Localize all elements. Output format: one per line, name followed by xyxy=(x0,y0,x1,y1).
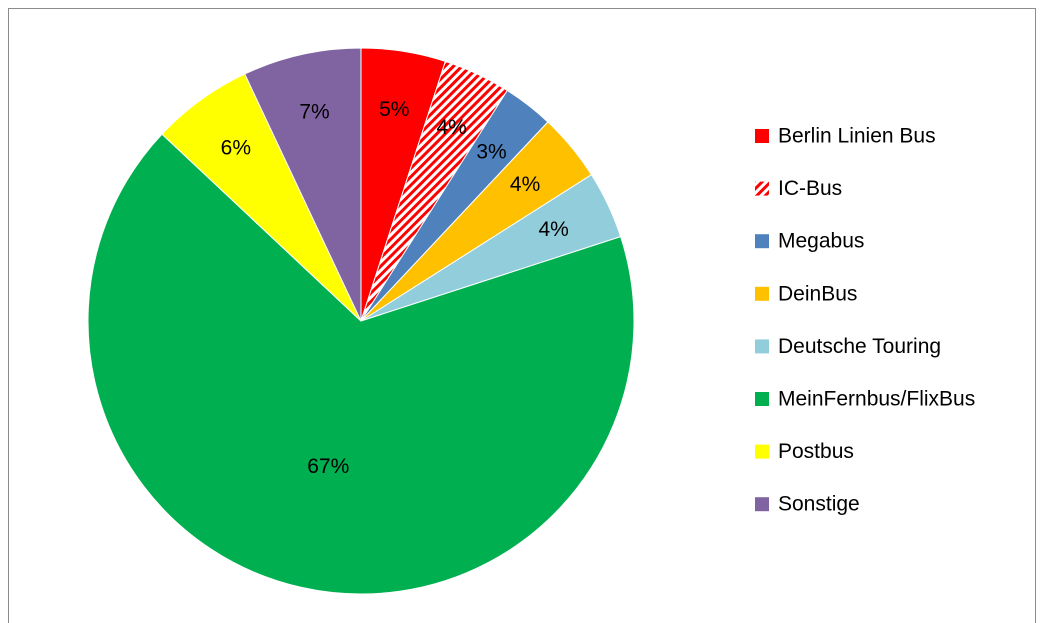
data-label: 4% xyxy=(436,116,466,139)
legend-swatch xyxy=(755,286,769,301)
legend-swatch xyxy=(755,497,769,512)
legend-label: Megabus xyxy=(778,230,864,253)
legend-swatch xyxy=(755,234,769,249)
pie-slice xyxy=(87,133,635,595)
legend-label: Deutsche Touring xyxy=(778,335,941,358)
pie-slice xyxy=(244,47,362,322)
data-label: 67% xyxy=(307,455,349,478)
legend-swatch xyxy=(755,129,769,143)
legend-label: DeinBus xyxy=(778,282,857,305)
data-label: 4% xyxy=(510,173,540,196)
legend-swatch xyxy=(755,392,769,406)
data-label: 5% xyxy=(379,98,409,121)
legend-swatch xyxy=(755,181,769,196)
legend-label: IC-Bus xyxy=(778,177,842,200)
legend-label: MeinFernbus/FlixBus xyxy=(778,388,975,411)
legend-swatch xyxy=(755,339,769,354)
legend-label: Sonstige xyxy=(778,493,860,516)
data-label: 7% xyxy=(299,101,329,124)
legend-swatch xyxy=(755,444,769,459)
legend-label: Berlin Linien Bus xyxy=(778,125,936,148)
data-label: 3% xyxy=(476,140,506,163)
data-label: 6% xyxy=(221,136,251,159)
data-label: 4% xyxy=(538,218,568,241)
legend-label: Postbus xyxy=(778,440,854,463)
